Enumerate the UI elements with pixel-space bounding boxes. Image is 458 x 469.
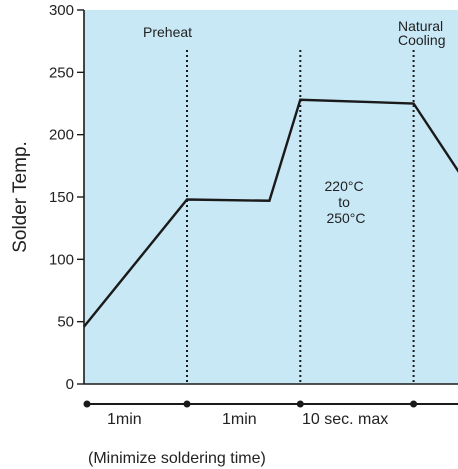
temperature-profile-line (83, 98, 458, 328)
y-ticks: 0 50 100 150 200 250 300 (49, 2, 84, 393)
y-tick-label: 0 (66, 376, 74, 393)
timeline-dots (83, 400, 418, 408)
temperature-range-label: 220°C to 250°C (325, 178, 368, 226)
timeline-dot (410, 400, 418, 408)
timeline-dot (83, 400, 91, 408)
duration-label-1: 1min (107, 411, 142, 428)
y-tick-label: 250 (49, 64, 74, 81)
y-tick-label: 150 (49, 189, 74, 206)
footnote: (Minimize soldering time) (88, 450, 266, 467)
y-tick-label: 50 (57, 314, 74, 331)
y-tick-label: 300 (49, 2, 74, 19)
timeline-dot (183, 400, 191, 408)
y-tick-label: 200 (49, 127, 74, 144)
duration-label-3: 10 sec. max (302, 411, 388, 428)
natural-cooling-label: Natural Cooling (398, 18, 447, 48)
duration-label-2: 1min (222, 411, 257, 428)
timeline-dot (296, 400, 304, 408)
preheat-label: Preheat (143, 24, 192, 40)
y-axis-title: Solder Temp. (10, 141, 31, 253)
y-tick-label: 100 (49, 251, 74, 268)
